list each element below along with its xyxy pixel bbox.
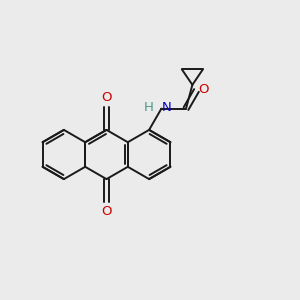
Text: O: O [198,83,209,96]
Text: H: H [144,101,154,114]
Text: O: O [101,91,112,104]
Text: N: N [161,101,171,114]
Text: O: O [101,205,112,218]
